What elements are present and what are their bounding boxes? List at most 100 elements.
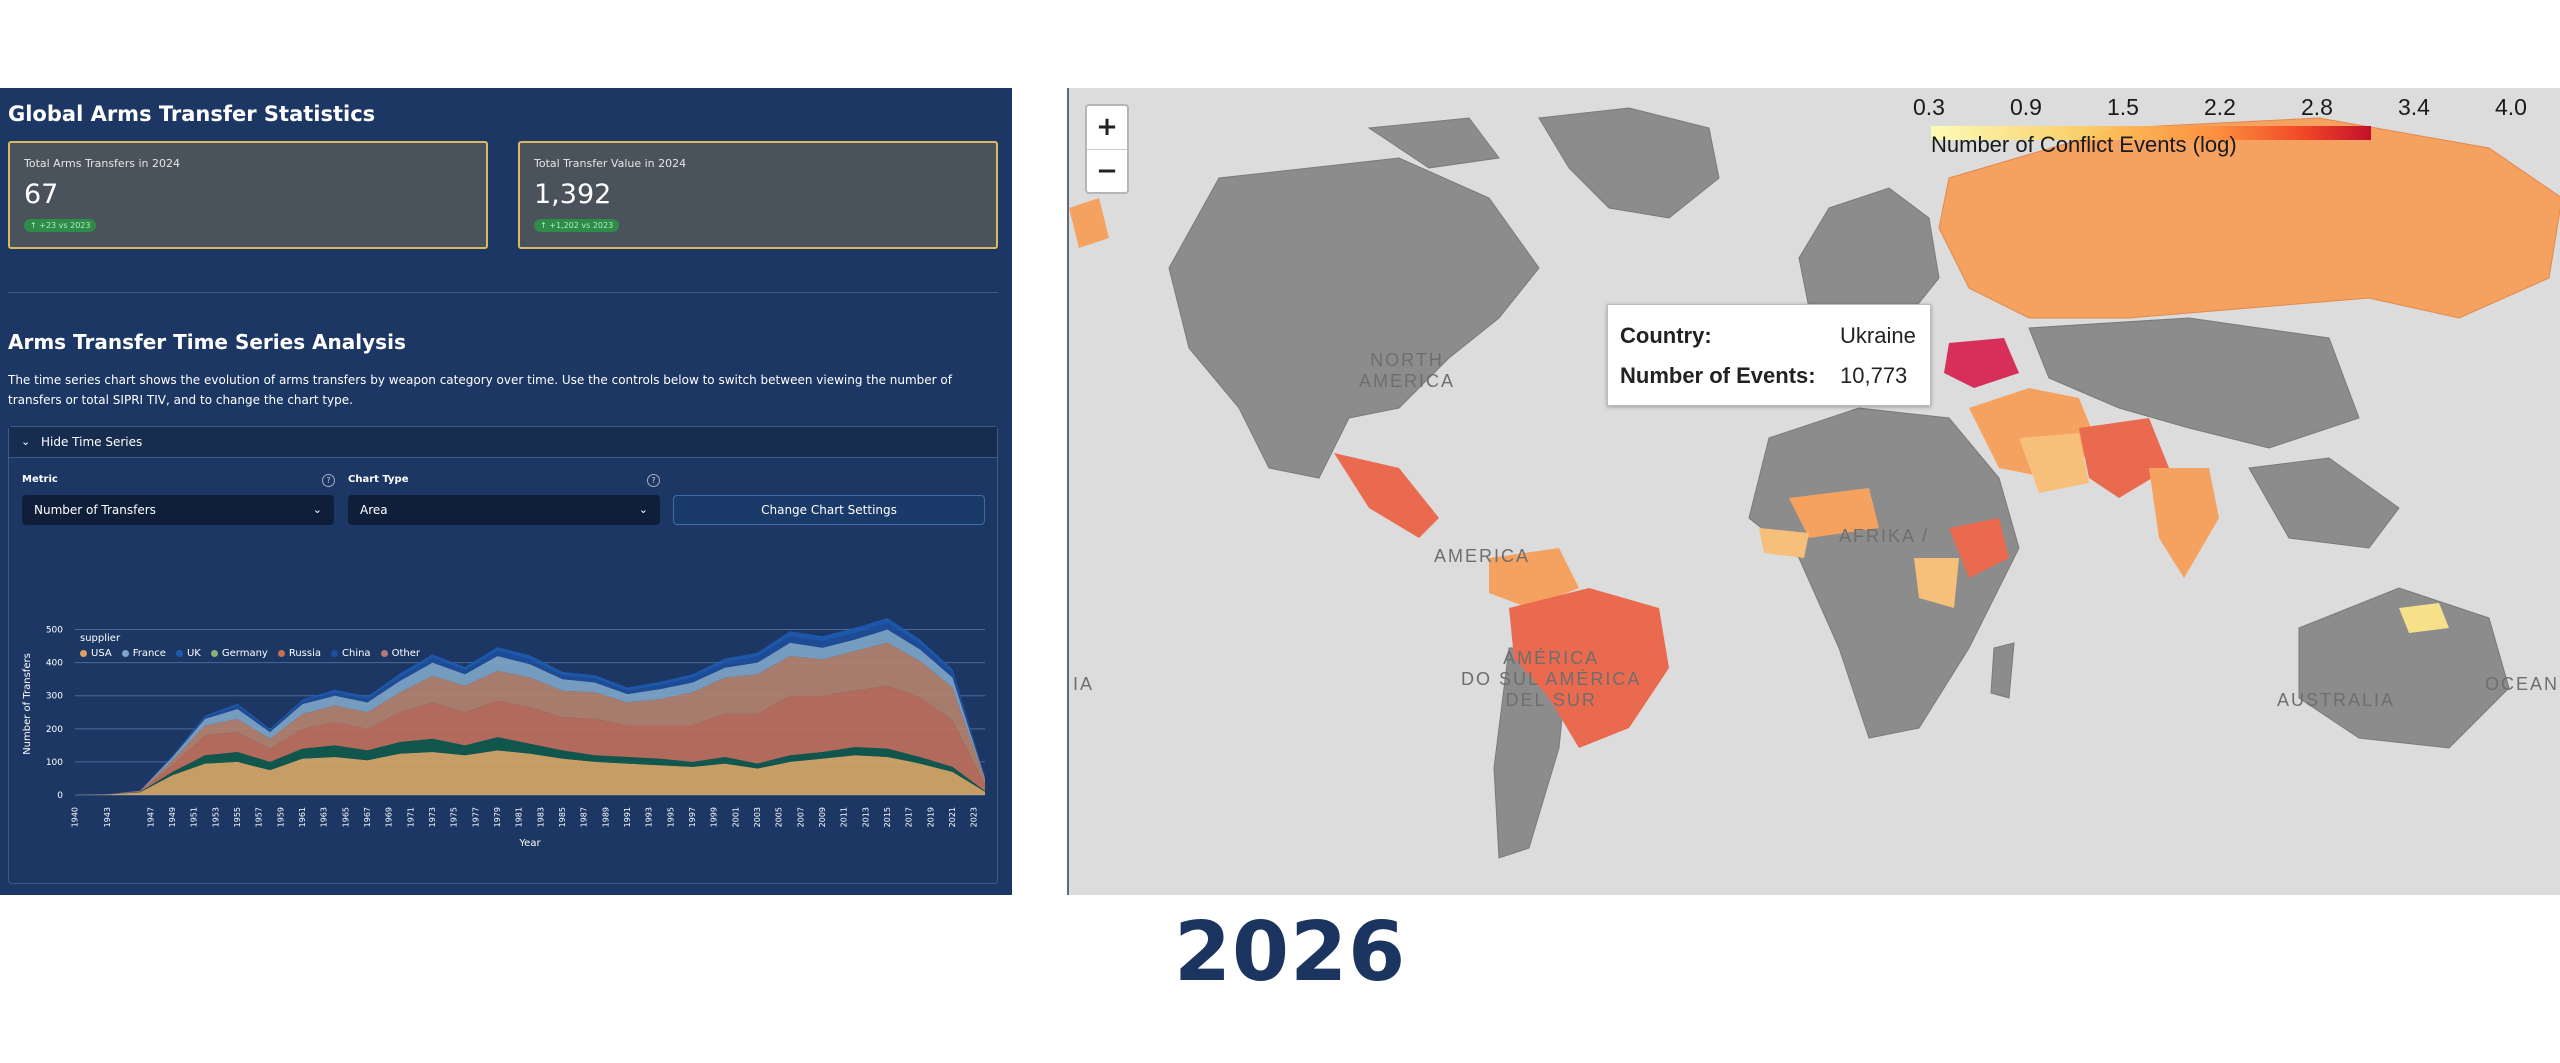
x-tick-label: 1959 [276, 807, 285, 827]
tooltip-country-key: Country: [1620, 323, 1712, 348]
area-series-france [75, 629, 985, 795]
legend-item-germany[interactable]: Germany [210, 648, 268, 659]
x-tick-label: 1967 [363, 807, 372, 827]
colorbar-tick: 4.0 [2495, 94, 2527, 120]
y-axis-title: Number of Transfers [22, 653, 33, 755]
help-icon[interactable]: ? [647, 474, 660, 487]
kpi-label: Total Arms Transfers in 2024 [24, 157, 180, 170]
legend-swatch [175, 649, 183, 657]
colorbar-tick: 0.3 [1913, 94, 1945, 120]
chevron-down-icon: ⌄ [21, 435, 31, 448]
legend-item-uk[interactable]: UK [175, 648, 201, 659]
dashboard-title: Global Arms Transfer Statistics [8, 102, 376, 126]
x-tick-label: 1993 [645, 807, 654, 827]
x-axis-title: Year [518, 838, 541, 849]
x-tick-label: 1973 [428, 807, 437, 827]
map-label-australia: AUSTRALIA [2277, 690, 2396, 710]
tooltip-events-key: Number of Events: [1620, 363, 1816, 388]
map-tooltip: Country: Ukraine Number of Events: 10,77… [1607, 304, 1931, 406]
x-tick-label: 1955 [233, 807, 242, 827]
x-tick-label: 1961 [298, 807, 307, 827]
x-tick-label: 2011 [840, 807, 849, 827]
legend-swatch [380, 649, 388, 657]
x-tick-label: 1979 [493, 807, 502, 827]
metric-select-value: Number of Transfers [34, 503, 156, 517]
expander-header[interactable]: ⌄ Hide Time Series [9, 427, 997, 458]
x-tick-label: 1975 [450, 807, 459, 827]
section-description: The time series chart shows the evolutio… [8, 373, 952, 407]
kpi-delta-badge: ↑ +1,202 vs 2023 [534, 219, 620, 232]
colorbar-tick: 2.2 [2204, 94, 2236, 120]
conflict-map-panel[interactable]: + − 0.3 0.9 1.5 2.2 2.8 3.4 4.0 Number of Conf… [1067, 88, 2560, 895]
madagascar-shape [1990, 642, 2015, 699]
zoom-in-button[interactable]: + [1096, 112, 1118, 142]
expander-label: Hide Time Series [41, 435, 143, 449]
legend-item-france[interactable]: France [121, 648, 166, 659]
x-tick-label: 1969 [385, 807, 394, 827]
y-tick-label: 100 [46, 758, 63, 768]
west-africa-shape [1759, 528, 1809, 558]
x-tick-label: 2017 [905, 807, 914, 827]
chart-type-label: Chart Type [348, 474, 409, 485]
x-tick-label: 1989 [601, 807, 610, 827]
change-chart-settings-button[interactable]: Change Chart Settings [673, 495, 985, 525]
brazil-shape [1509, 588, 1669, 748]
y-tick-label: 0 [57, 791, 63, 801]
asia-south-shape [2028, 317, 2360, 449]
chart-type-select[interactable]: Area ⌄ [348, 495, 660, 525]
legend-label: USA [91, 648, 112, 659]
x-tick-label: 1963 [320, 807, 329, 827]
x-tick-label: 1991 [623, 807, 632, 827]
x-tick-label: 2019 [926, 807, 935, 827]
legend-item-china[interactable]: China [331, 648, 371, 659]
x-tick-label: 2013 [861, 807, 870, 827]
legend-title: supplier [80, 633, 121, 644]
arms-dashboard-panel: Global Arms Transfer Statistics Total Ar… [0, 88, 1012, 895]
colorbar [1931, 126, 2371, 140]
x-tick-label: 1987 [580, 807, 589, 827]
x-tick-label: 1983 [536, 807, 545, 827]
kpi-card-transfer-value: Total Transfer Value in 2024 1,392 ↑ +1,… [518, 141, 998, 249]
legend-label: Germany [221, 648, 268, 659]
legend-swatch [210, 649, 218, 657]
x-tick-label: 1951 [190, 807, 199, 827]
legend-label: Russia [288, 648, 321, 659]
x-tick-label: 1940 [71, 807, 80, 827]
x-tick-label: 2005 [775, 807, 784, 827]
legend-swatch [80, 649, 87, 657]
legend-item-usa[interactable]: USA [80, 648, 112, 659]
x-tick-label: 1995 [666, 807, 675, 827]
x-tick-label: 2003 [753, 807, 762, 827]
kpi-label: Total Transfer Value in 2024 [534, 157, 687, 170]
x-tick-label: 2009 [818, 807, 827, 827]
time-series-expander: ⌄ Hide Time Series [8, 426, 998, 884]
colorbar-tick: 0.9 [2010, 94, 2042, 120]
tooltip-country-value: Ukraine [1840, 323, 1916, 348]
area-series-usa [75, 750, 985, 795]
colorbar-title: Number of Conflict Events (log) [1931, 132, 2237, 157]
x-tick-label: 1999 [710, 807, 719, 827]
x-tick-label: 2001 [731, 807, 740, 827]
sahel-shape [1789, 488, 1879, 538]
help-icon[interactable]: ? [322, 474, 335, 487]
y-tick-label: 500 [46, 626, 63, 636]
world-map[interactable] [1069, 88, 2560, 895]
zoom-divider [1087, 149, 1127, 150]
map-label-south-america: AMÉRICA DO SUL AMÉRICA DEL SUR [1461, 648, 1642, 710]
legend-label: China [342, 648, 371, 659]
legend-label: UK [186, 648, 201, 659]
metric-select[interactable]: Number of Transfers ⌄ [22, 495, 334, 525]
x-tick-label: 1957 [255, 807, 264, 827]
india-shape [2149, 468, 2219, 578]
zoom-control: + − [1085, 104, 1129, 194]
png-shape [2399, 603, 2449, 633]
legend-item-russia[interactable]: Russia [277, 648, 321, 659]
colorbar-tick: 1.5 [2107, 94, 2139, 120]
zoom-out-button[interactable]: − [1096, 156, 1118, 186]
x-tick-label: 2021 [948, 807, 957, 827]
colorbar-tick: 2.8 [2301, 94, 2333, 120]
x-tick-label: 1981 [515, 807, 524, 827]
legend-item-other[interactable]: Other [380, 648, 420, 659]
x-tick-label: 1977 [471, 807, 480, 827]
x-tick-label: 2023 [970, 807, 979, 827]
